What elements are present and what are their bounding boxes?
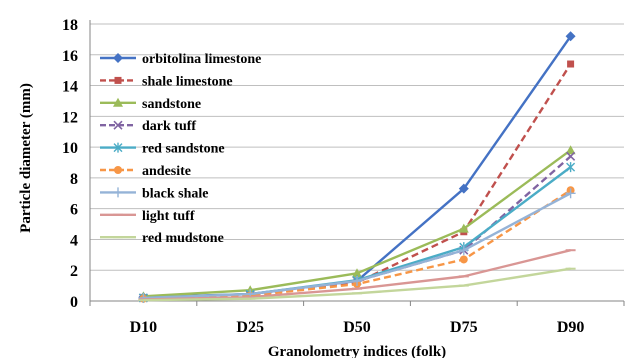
legend-marker-black-shale [113,187,123,198]
legend-marker-shale-limestone [114,76,122,84]
legend-marker-andesite [114,166,122,174]
y-tick-label-1: 2 [70,263,78,280]
y-tick-labels: 0 2 4 6 8 10 12 14 16 18 [62,17,78,311]
legend-entry-red-sandstone: red sandstone [100,142,225,157]
y-tick-label-3: 6 [70,202,78,219]
x-tick-label-d50: D50 [343,319,371,336]
legend-label-red-mudstone: red mudstone [142,231,224,246]
point-orbitolina-limestone-d90 [565,31,576,42]
legend-label-red-sandstone: red sandstone [142,142,225,157]
x-axis-title: Granolometry indices (folk) [268,344,446,358]
series-lines [138,31,576,303]
legend-entry-red-mudstone: red mudstone [100,231,224,246]
legend-label-light-tuff: light tuff [142,209,195,224]
point-black-shale-d50 [352,275,362,286]
point-sandstone-d50 [352,268,362,278]
legend-label-shale-limestone: shale limestone [142,74,233,89]
point-red-sandstone-d90 [566,162,576,173]
y-tick-label-8: 16 [62,48,78,65]
legend-label-andesite: andesite [142,164,191,179]
y-tick-label-9: 18 [62,17,78,34]
legend-entry-orbitolina-limestone: orbitolina limestone [100,52,261,67]
y-tick-label-6: 12 [62,109,78,126]
legend: orbitolina limestone shale limestone sands… [100,52,261,246]
legend-entry-andesite: andesite [100,164,191,179]
x-tick-label-d90: D90 [557,319,585,336]
legend-marker-red-sandstone [113,142,123,153]
legend-label-black-shale: black shale [142,186,209,201]
legend-marker-dark-tuff [113,120,123,130]
legend-entry-light-tuff: light tuff [100,209,195,224]
legend-entry-shale-limestone: shale limestone [100,74,233,89]
legend-entry-sandstone: sandstone [100,97,201,112]
x-tick-label-d10: D10 [130,319,158,336]
y-tick-label-2: 4 [70,232,78,249]
y-tick-label-5: 10 [62,140,78,157]
legend-entry-black-shale: black shale [100,186,209,201]
point-black-shale-d10 [138,292,149,303]
point-black-shale-d90 [565,188,576,199]
y-axis-title: Particle diameter (mm) [18,83,34,233]
y-tick-label-0: 0 [70,294,78,311]
legend-marker-orbitolina-limestone [113,53,123,63]
legend-marker-sandstone [113,97,123,107]
point-orbitolina-limestone-d75 [458,183,469,194]
legend-label-orbitolina-limestone: orbitolina limestone [142,52,261,67]
point-shale-limestone-d90 [567,60,575,68]
x-tick-labels: D10 D25 D50 D75 D90 [130,319,585,336]
legend-entry-dark-tuff: dark tuff [100,119,196,134]
axes [89,20,625,306]
point-sandstone-d90 [565,145,576,155]
point-black-shale-d75 [458,245,469,256]
series-line-shale-limestone [143,63,572,300]
point-sandstone-d75 [458,223,469,233]
gridlines [90,23,624,271]
x-tick-label-d75: D75 [450,319,478,336]
series-red-mudstone [138,267,576,302]
legend-label-dark-tuff: dark tuff [142,119,196,134]
point-dark-tuff-d90 [566,151,576,161]
y-tick-label-7: 14 [62,79,78,96]
x-tick-label-d25: D25 [236,319,264,336]
series-orbitolina-limestone [138,31,576,303]
point-andesite-d75 [459,255,468,264]
legend-label-sandstone: sandstone [142,97,201,112]
y-tick-label-4: 8 [70,171,78,188]
series-black-shale [138,188,576,303]
